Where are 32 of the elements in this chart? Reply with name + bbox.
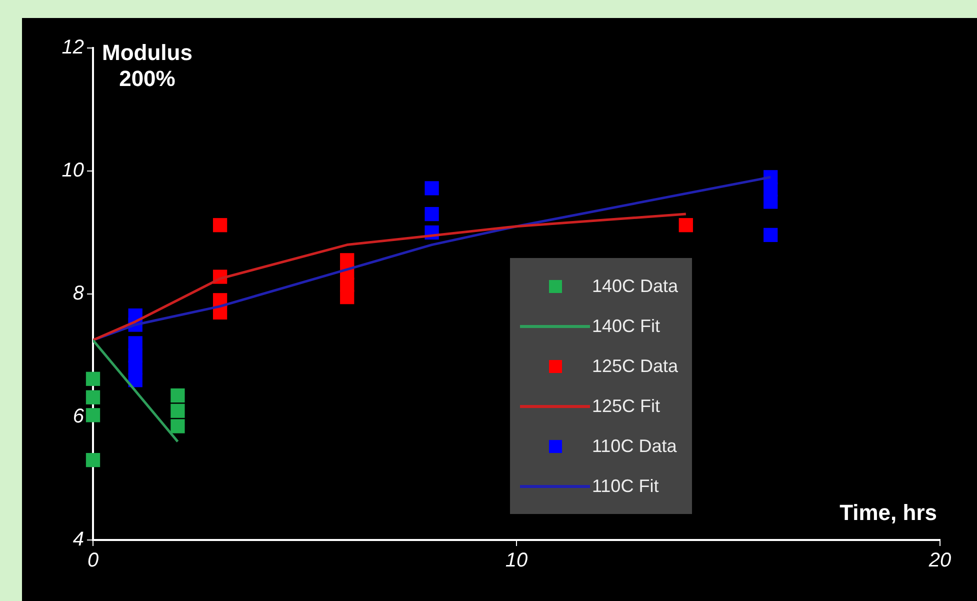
- y-tick-label: 6: [72, 406, 85, 428]
- point: [424, 181, 439, 196]
- legend-label: 110C Fit: [592, 476, 659, 496]
- point: [424, 206, 439, 222]
- text: 200%: [118, 66, 176, 92]
- x-axis-title: Time, hrs: [840, 500, 937, 526]
- point: [170, 419, 185, 434]
- y-tick-label: 8: [72, 282, 84, 305]
- point: [678, 218, 693, 232]
- point: [86, 390, 100, 404]
- legend-label: 140C Fit: [592, 316, 660, 336]
- legend-label: 125C Data: [592, 356, 678, 376]
- point: [340, 290, 354, 304]
- point: [128, 373, 142, 388]
- point: [86, 372, 100, 386]
- y-tick-label: 10: [62, 160, 84, 182]
- y-tick-label: 12: [62, 36, 84, 59]
- point: [764, 228, 778, 242]
- legend-label: 110C Data: [592, 436, 677, 456]
- x-tick-label: 20: [928, 550, 952, 572]
- x-tick-label: 10: [505, 550, 528, 572]
- point: [764, 194, 778, 209]
- point: [212, 218, 228, 232]
- point: [170, 388, 185, 403]
- legend-label: 140C Data: [592, 276, 678, 296]
- point: [86, 452, 100, 468]
- y-tick-label: 4: [72, 528, 84, 551]
- point: [170, 404, 185, 418]
- legend-label: 125C Fit: [592, 396, 660, 416]
- x-tick-label: 0: [87, 550, 99, 572]
- point: [86, 408, 100, 422]
- chart-title: Modulus: [102, 40, 192, 66]
